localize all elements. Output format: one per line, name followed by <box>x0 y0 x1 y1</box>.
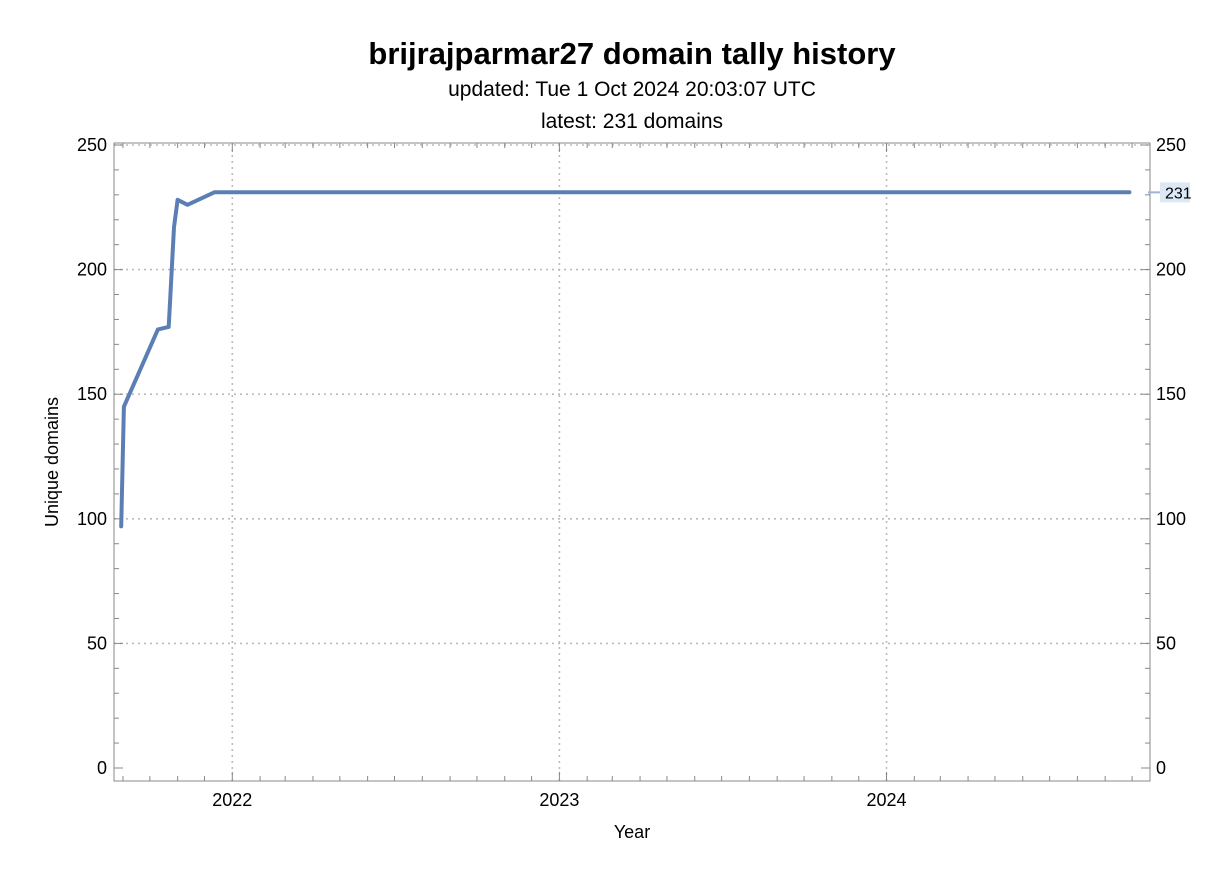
y-tick-label-right-200: 200 <box>1156 260 1186 280</box>
x-tick-label-2023: 2023 <box>539 790 579 810</box>
plot-frame <box>113 142 1151 782</box>
y-tick-label-left-150: 150 <box>77 384 107 404</box>
latest-callout-box <box>1160 182 1190 203</box>
x-axis-label: Year <box>614 822 650 842</box>
latest-callout-label: 231 <box>1165 185 1192 202</box>
x-tick-label-2024: 2024 <box>866 790 906 810</box>
grid-lines <box>114 143 1150 781</box>
y-tick-label-left-250: 250 <box>77 135 107 155</box>
axis-ticks <box>114 143 1150 781</box>
y-tick-label-left-50: 50 <box>87 633 107 653</box>
chart-title: brijrajparmar27 domain tally history <box>368 36 896 71</box>
chart-subtitle-updated: updated: Tue 1 Oct 2024 20:03:07 UTC <box>448 78 816 101</box>
y-tick-label-right-0: 0 <box>1156 758 1166 778</box>
y-axis-label: Unique domains <box>42 397 62 527</box>
y-tick-label-right-250: 250 <box>1156 135 1186 155</box>
series-line <box>119 190 1132 529</box>
y-tick-label-left-200: 200 <box>77 260 107 280</box>
y-tick-label-left-100: 100 <box>77 509 107 529</box>
y-tick-label-right-100: 100 <box>1156 509 1186 529</box>
chart-subtitle-latest: latest: 231 domains <box>541 110 723 133</box>
y-tick-label-right-150: 150 <box>1156 384 1186 404</box>
y-tick-label-right-50: 50 <box>1156 633 1176 653</box>
y-tick-label-left-0: 0 <box>97 758 107 778</box>
x-tick-label-2022: 2022 <box>212 790 252 810</box>
